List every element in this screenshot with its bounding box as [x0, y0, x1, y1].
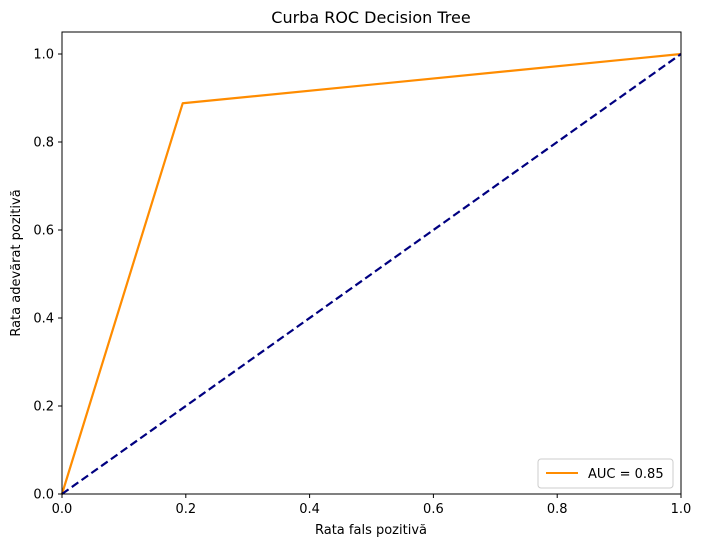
y-axis-label: Rata adevărat pozitivă	[9, 189, 24, 336]
x-tick-label: 0.2	[175, 502, 196, 517]
chart-title: Curba ROC Decision Tree	[271, 8, 470, 27]
y-tick-label: 0.4	[33, 312, 54, 327]
y-tick-label: 0.8	[33, 136, 54, 151]
y-tick-label: 0.6	[33, 224, 54, 239]
roc-curve-line	[60, 52, 682, 495]
legend-label-roc: AUC = 0.85	[588, 467, 664, 482]
legend-box	[537, 458, 674, 489]
x-tick-label: 1.0	[671, 502, 692, 517]
x-tick-label: 0.0	[52, 502, 73, 517]
y-tick-label: 0.2	[33, 400, 54, 415]
x-tick-label: 0.4	[299, 502, 320, 517]
y-tick-label: 1.0	[33, 48, 54, 63]
plot-lines	[60, 52, 682, 495]
y-tick-label: 0.0	[33, 488, 54, 503]
x-axis-label: Rata fals pozitivă	[315, 523, 427, 538]
x-tick-label: 0.8	[547, 502, 568, 517]
y-axis-ticks: 0.0 0.2 0.4 0.6 0.8 1.0	[33, 48, 62, 503]
diagonal-reference-line	[61, 53, 682, 495]
x-tick-label: 0.6	[423, 502, 444, 517]
x-axis-ticks: 0.0 0.2 0.4 0.6 0.8 1.0	[52, 494, 692, 517]
legend: AUC = 0.85	[537, 458, 674, 489]
axes-frame	[61, 31, 682, 495]
